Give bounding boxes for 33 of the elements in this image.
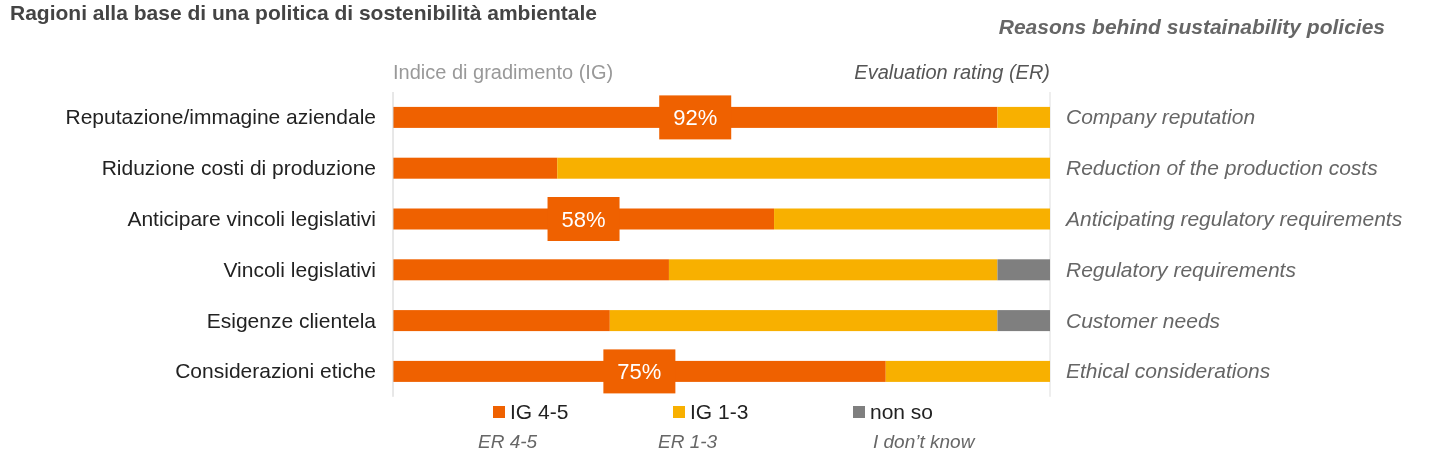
text: Reduction of the production costs bbox=[1066, 156, 1379, 180]
bar bbox=[393, 310, 610, 332]
legend-label: IG 4-5 ER 4-5 bbox=[478, 400, 569, 452]
data-label: 58% bbox=[561, 207, 606, 232]
legend-label: IG 1-3 ER 1-3 bbox=[658, 400, 749, 452]
bar bbox=[609, 310, 998, 332]
bar bbox=[997, 259, 1050, 281]
chart-title: Ragioni alla base di una politica di sostenibilità ambientale bbox=[10, 1, 597, 24]
y-tick-label: Considerazioni etiche bbox=[175, 359, 376, 383]
y-tick-label: Esigenze clientela bbox=[206, 308, 377, 332]
bar bbox=[557, 157, 1050, 179]
text: Company reputation bbox=[1066, 105, 1256, 129]
data-label: 92% bbox=[673, 105, 718, 131]
text: Regulatory requirements bbox=[1066, 257, 1297, 281]
text: Customer needs bbox=[1066, 308, 1221, 332]
legend-label: non so I don’t know bbox=[870, 400, 976, 452]
bar bbox=[393, 157, 558, 179]
bar bbox=[393, 259, 669, 281]
y-tick-label: Riduzione costi di produzione bbox=[101, 156, 376, 180]
bar bbox=[997, 310, 1050, 332]
bar bbox=[774, 208, 1050, 230]
text: Ethical considerations bbox=[1066, 359, 1271, 383]
text: Indice di gradimento (IG) bbox=[393, 61, 614, 83]
y-tick-label: Vincoli legislativi bbox=[223, 257, 376, 281]
text: Reasons behind sustainability policies bbox=[998, 15, 1385, 38]
bar bbox=[885, 360, 1050, 382]
bar bbox=[997, 106, 1050, 128]
y-tick-label: Reputazione/immagine aziendale bbox=[65, 105, 376, 129]
data-label: 75% bbox=[617, 359, 662, 385]
y-tick-label: Anticipare vincoli legislativi bbox=[127, 207, 376, 230]
bar bbox=[668, 259, 998, 281]
text: Evaluation rating (ER) bbox=[854, 61, 1050, 83]
text: Anticipating regulatory requirements bbox=[1064, 207, 1403, 230]
